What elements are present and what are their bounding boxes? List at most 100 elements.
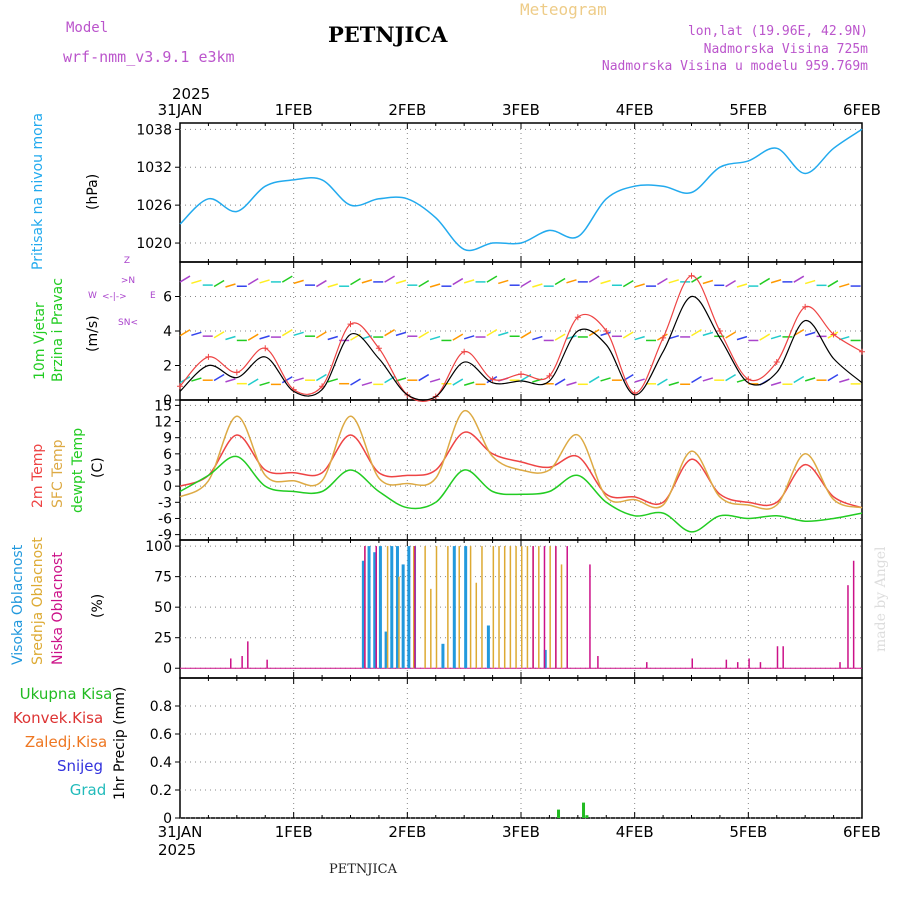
model-label: Model <box>66 20 108 36</box>
wind-speed-point <box>177 383 183 390</box>
wind-barb <box>429 283 441 288</box>
wind-speed-point <box>603 328 610 334</box>
wind-barb <box>247 333 259 341</box>
high-cloud-bar <box>441 643 445 669</box>
wind-speed-point <box>205 353 212 360</box>
wind-speed-point <box>745 376 752 383</box>
x-label-bottom: 4FEB <box>616 823 654 841</box>
mid-cloud-bar <box>509 546 512 669</box>
wind-barb <box>759 277 771 286</box>
precip-bar <box>585 815 589 818</box>
wind-barb <box>827 374 839 382</box>
wind-barb <box>770 279 782 284</box>
ytick-label-precipitation: 0 <box>163 811 172 827</box>
precip-bar <box>582 802 586 818</box>
wind-barb <box>281 329 293 337</box>
wind-barb <box>600 279 611 285</box>
wind-barb <box>804 377 816 382</box>
high-cloud-bar <box>486 625 490 669</box>
wind-barb <box>316 373 327 382</box>
wind-barb <box>588 275 600 283</box>
ytick-label-clouds: 75 <box>154 570 172 586</box>
low-cloud-bar <box>241 656 243 669</box>
wind-barb <box>725 331 736 339</box>
panel-clouds <box>175 539 863 679</box>
low-cloud-bar <box>691 658 693 669</box>
low-cloud-bar <box>543 546 546 669</box>
wind-barb <box>350 378 361 386</box>
mid-cloud-bar <box>521 546 523 669</box>
wind-barb <box>691 375 702 384</box>
wind-barb <box>259 381 270 387</box>
model-label-text: Model <box>66 20 109 36</box>
mid-cloud-bar <box>492 546 495 669</box>
wind-barb <box>418 331 430 339</box>
x-label-bottom: 2FEB <box>388 823 426 841</box>
wind-unit: (m/s) <box>85 315 101 352</box>
wind-barb <box>566 335 577 340</box>
low-cloud-bar <box>839 662 841 669</box>
wind-barb <box>191 331 202 337</box>
high-cloud-bar <box>401 564 405 669</box>
wind-barb <box>554 378 566 386</box>
low-cloud-bar <box>776 646 779 669</box>
x-label-top: 6FEB <box>843 101 881 119</box>
wind-dir-s: SN< <box>118 318 138 328</box>
wind-barb <box>259 279 270 284</box>
mid-cloud-bar <box>503 546 506 669</box>
temp-unit: (C) <box>90 457 106 478</box>
wind-barb <box>361 381 373 387</box>
mid-cloud-bar <box>447 546 449 669</box>
wind-dir-z: Z <box>124 256 130 266</box>
wind-barb <box>566 381 577 386</box>
model-name: wrf-nmm_v3.9.1 e3km <box>63 48 235 66</box>
mid-cloud-bar <box>424 546 426 669</box>
high-cloud-bar <box>407 546 411 669</box>
wind-barb <box>293 331 304 337</box>
wind-barb <box>520 279 532 288</box>
wind-barb <box>293 377 304 382</box>
wind-barb <box>327 335 338 341</box>
pressure-title: Pritisak na nivou mora <box>30 113 46 270</box>
precip-legend-4: Grad <box>70 781 107 799</box>
wind-barb <box>316 331 327 339</box>
wind-speed-point <box>830 331 837 338</box>
wind-speed-point <box>546 372 553 379</box>
wind-speed-point <box>773 359 780 366</box>
wind-speed-point <box>574 314 581 321</box>
mid-cloud-bar <box>549 546 551 669</box>
wind-barb <box>225 378 236 383</box>
wind-speed-point <box>347 321 354 328</box>
wind-barb <box>429 335 441 341</box>
wind-barb <box>281 275 293 283</box>
wind-barb <box>827 280 839 288</box>
mid-cloud-bar <box>398 576 400 669</box>
panel-pressure <box>175 122 863 263</box>
ytick-label-temperature: 9 <box>163 431 172 447</box>
wind-barb <box>668 334 679 340</box>
wind-barb <box>702 279 714 285</box>
wind-barb <box>668 279 679 284</box>
wind-barb <box>486 329 498 337</box>
x-label-bottom: 6FEB <box>843 823 881 841</box>
wind-barb <box>657 277 668 286</box>
low-cloud-bar <box>748 658 750 669</box>
wind-speed-point <box>802 303 809 310</box>
wind-barb <box>225 335 236 341</box>
low-cloud-bar <box>852 560 855 669</box>
wind-speed-point <box>859 348 865 355</box>
ytick-label-clouds: 100 <box>145 539 172 555</box>
ytick-label-temperature: -9 <box>158 528 172 544</box>
wind-barb <box>429 378 441 383</box>
wind-speed-point <box>262 345 269 352</box>
wind-barb <box>759 333 771 341</box>
wind-barb <box>247 277 259 286</box>
mid-cloud-bar <box>435 546 438 669</box>
precip-bar <box>557 809 561 818</box>
mid-cloud-bar <box>560 564 563 669</box>
x-label-bottom: 5FEB <box>729 823 767 841</box>
wind-barb <box>725 373 736 382</box>
wind-barb <box>532 335 543 341</box>
wind-barb <box>191 377 202 382</box>
